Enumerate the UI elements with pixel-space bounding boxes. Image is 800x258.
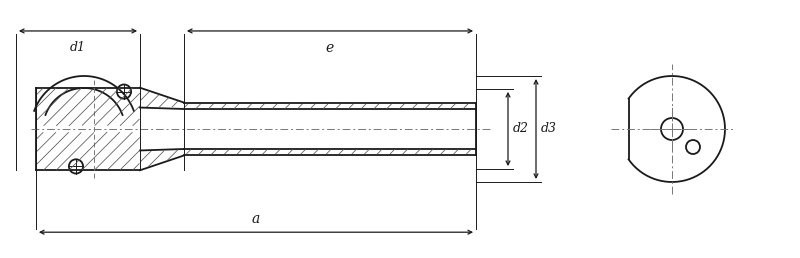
Text: e: e: [326, 41, 334, 55]
Text: a: a: [252, 212, 260, 226]
Text: d2: d2: [513, 123, 529, 135]
Text: d1: d1: [70, 41, 86, 54]
Text: d3: d3: [541, 123, 557, 135]
